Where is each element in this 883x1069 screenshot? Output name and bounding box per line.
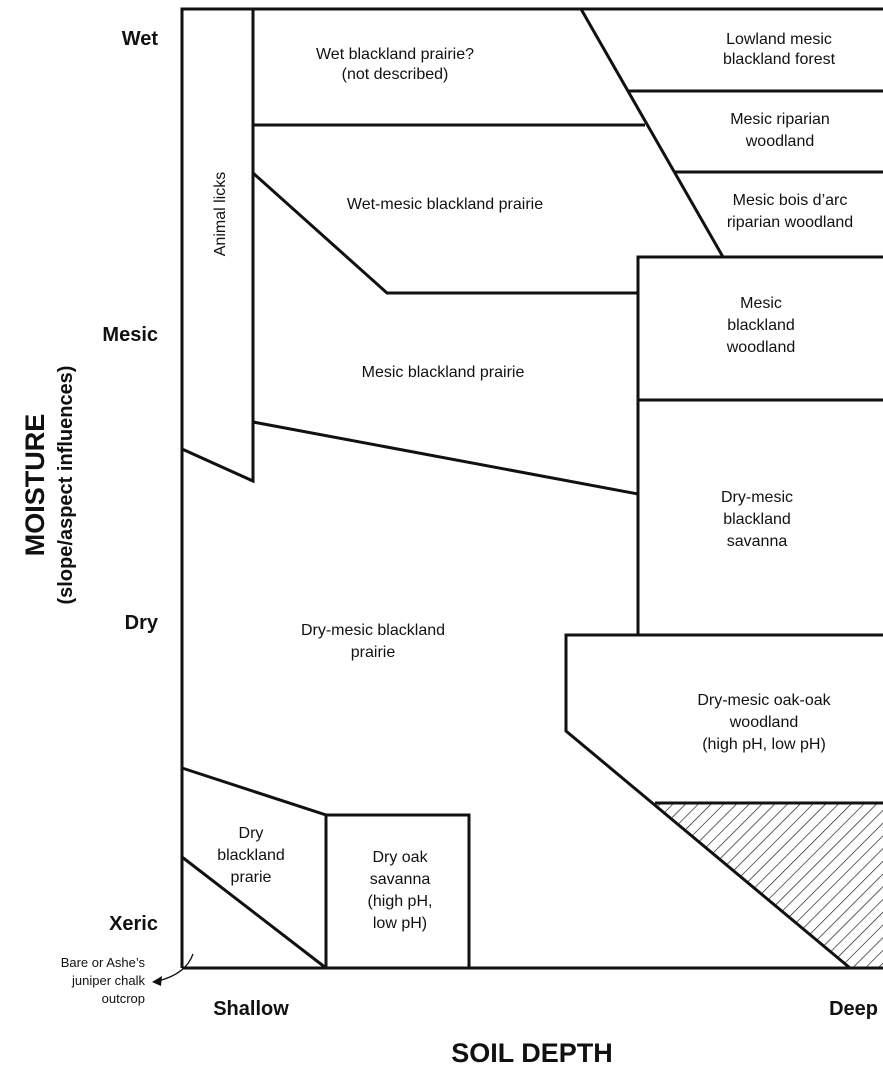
region-label-line: blackland	[723, 511, 791, 528]
oak-woodland-boundary	[564, 633, 883, 970]
tick-xeric: Xeric	[109, 913, 158, 935]
region-label-dry-mesic-oak-woodland: Dry-mesic oak-oak woodland (high pH, low p…	[697, 692, 831, 753]
outcrop-note-line-3: outcrop	[102, 991, 145, 1006]
region-label-line: Wet blackland prairie?	[316, 46, 474, 63]
region-label-line: (high pH, low pH)	[702, 736, 826, 753]
region-label-line: (high pH,	[368, 893, 433, 910]
region-label-line: riparian woodland	[727, 214, 853, 231]
region-label-dry-blackland-prarie: Dry blackland prarie	[217, 825, 285, 886]
region-label-mesic-blackland-woodland: Mesic blackland woodland	[726, 295, 796, 356]
region-labels: Wet blackland prairie? (not described) Low…	[212, 31, 853, 932]
region-label-wet-mesic-prairie: Wet-mesic blackland prairie	[347, 196, 543, 213]
tick-shallow: Shallow	[213, 998, 289, 1020]
region-label-line: blackland	[727, 317, 795, 334]
region-label-line: Dry oak	[372, 849, 428, 866]
tick-mesic: Mesic	[102, 324, 158, 346]
region-label-mesic-blackland-prairie: Mesic blackland prairie	[362, 364, 525, 381]
region-label-line: Mesic	[740, 295, 782, 312]
diagonal-forest-boundary	[579, 8, 725, 258]
tick-deep: Deep	[829, 998, 878, 1020]
tick-dry: Dry	[125, 612, 159, 634]
oak-savanna-boundary	[326, 813, 471, 968]
outcrop-arrowhead	[152, 976, 162, 986]
region-label-line: Dry-mesic oak-oak	[697, 692, 831, 709]
region-label-line: low pH)	[373, 915, 427, 932]
region-label-lowland-mesic-forest: Lowland mesic blackland forest	[723, 31, 836, 68]
region-label-mesic-riparian-woodland: Mesic riparian woodland	[730, 111, 830, 150]
region-label-dry-mesic-prairie: Dry-mesic blackland prairie	[301, 622, 445, 661]
y-axis-subtitle: (slope/aspect influences)	[55, 366, 77, 605]
dry-prairie-boundary	[181, 766, 328, 968]
region-label-line: Dry-mesic	[721, 489, 793, 506]
region-label-line: blackland	[217, 847, 285, 864]
outcrop-arrow	[157, 953, 194, 982]
region-label-animal-licks: Animal licks	[212, 172, 229, 256]
region-label-line: (not described)	[342, 66, 449, 83]
region-label-line: Wet-mesic blackland prairie	[347, 196, 543, 213]
region-label-wet-blackland-prairie: Wet blackland prairie? (not described)	[316, 46, 474, 83]
region-label-line: blackland forest	[723, 51, 836, 68]
region-label-line: woodland	[729, 714, 799, 731]
region-label-dry-oak-savanna: Dry oak savanna (high pH, low pH)	[368, 849, 433, 932]
y-axis-title: MOISTURE	[20, 414, 50, 557]
region-label-line: Mesic blackland prairie	[362, 364, 525, 381]
region-label-mesic-bois-darc: Mesic bois d’arc riparian woodland	[727, 192, 853, 231]
tick-wet: Wet	[122, 28, 159, 50]
animal-licks-boundary	[180, 7, 255, 484]
region-label-dry-mesic-savanna: Dry-mesic blackland savanna	[721, 489, 793, 550]
region-label-line: prarie	[231, 869, 272, 886]
outcrop-note-line-2: juniper chalk	[71, 973, 145, 988]
region-label-line: woodland	[745, 133, 815, 150]
region-label-line: Dry	[239, 825, 264, 842]
region-label-line: Dry-mesic blackland	[301, 622, 445, 639]
diagram-boundaries	[180, 7, 883, 970]
region-label-line: savanna	[370, 871, 431, 888]
outcrop-note-line-1: Bare or Ashe’s	[61, 955, 146, 970]
region-label-line: Mesic bois d’arc	[733, 192, 848, 209]
region-label-line: savanna	[727, 533, 788, 550]
x-axis-title: SOIL DEPTH	[451, 1038, 613, 1068]
hatched-unclassified-area	[655, 803, 883, 968]
region-label-line: Mesic riparian	[730, 111, 830, 128]
region-label-line: woodland	[726, 339, 796, 356]
region-label-line: Lowland mesic	[726, 31, 832, 48]
region-label-line: prairie	[351, 644, 396, 661]
